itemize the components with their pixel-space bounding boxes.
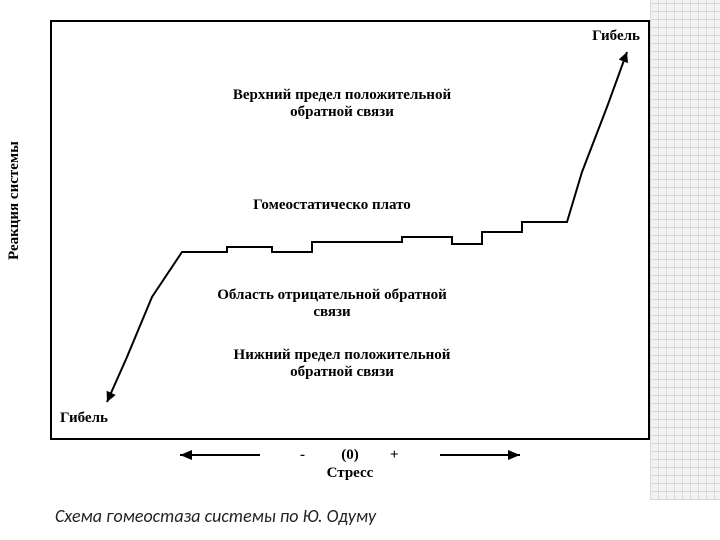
upper-limit-line1: Верхний предел положительной <box>233 87 451 103</box>
x-axis-label: Стресс <box>50 465 650 482</box>
label-death-bottom: Гибель <box>60 410 108 427</box>
x-minus: - <box>300 447 305 463</box>
x-plus: + <box>390 447 399 463</box>
label-neg-feedback: Область отрицательной обратной связи <box>152 287 512 321</box>
x-axis-arrows: - (0) + <box>50 445 650 467</box>
label-plateau: Гомеостатическо плато <box>202 197 462 214</box>
label-death-top: Гибель <box>592 28 640 45</box>
x-axis: - (0) + Стресс <box>50 445 650 485</box>
x-zero: (0) <box>341 447 359 463</box>
upper-limit-line2: обратной связи <box>290 104 394 120</box>
decorative-hatch <box>650 0 720 500</box>
plot-area: Гибель Гибель Верхний предел положительн… <box>50 20 650 440</box>
label-lower-limit: Нижний предел положительной обратной свя… <box>162 347 522 381</box>
label-upper-limit: Верхний предел положительной обратной св… <box>162 87 522 121</box>
neg-fb-line2: связи <box>313 304 350 320</box>
lower-limit-line2: обратной связи <box>290 364 394 380</box>
neg-fb-line1: Область отрицательной обратной <box>217 287 447 303</box>
y-axis-label: Реакция системы <box>6 141 23 260</box>
lower-limit-line1: Нижний предел положительной <box>234 347 451 363</box>
caption: Схема гомеостаза системы по Ю. Одуму <box>55 505 376 527</box>
